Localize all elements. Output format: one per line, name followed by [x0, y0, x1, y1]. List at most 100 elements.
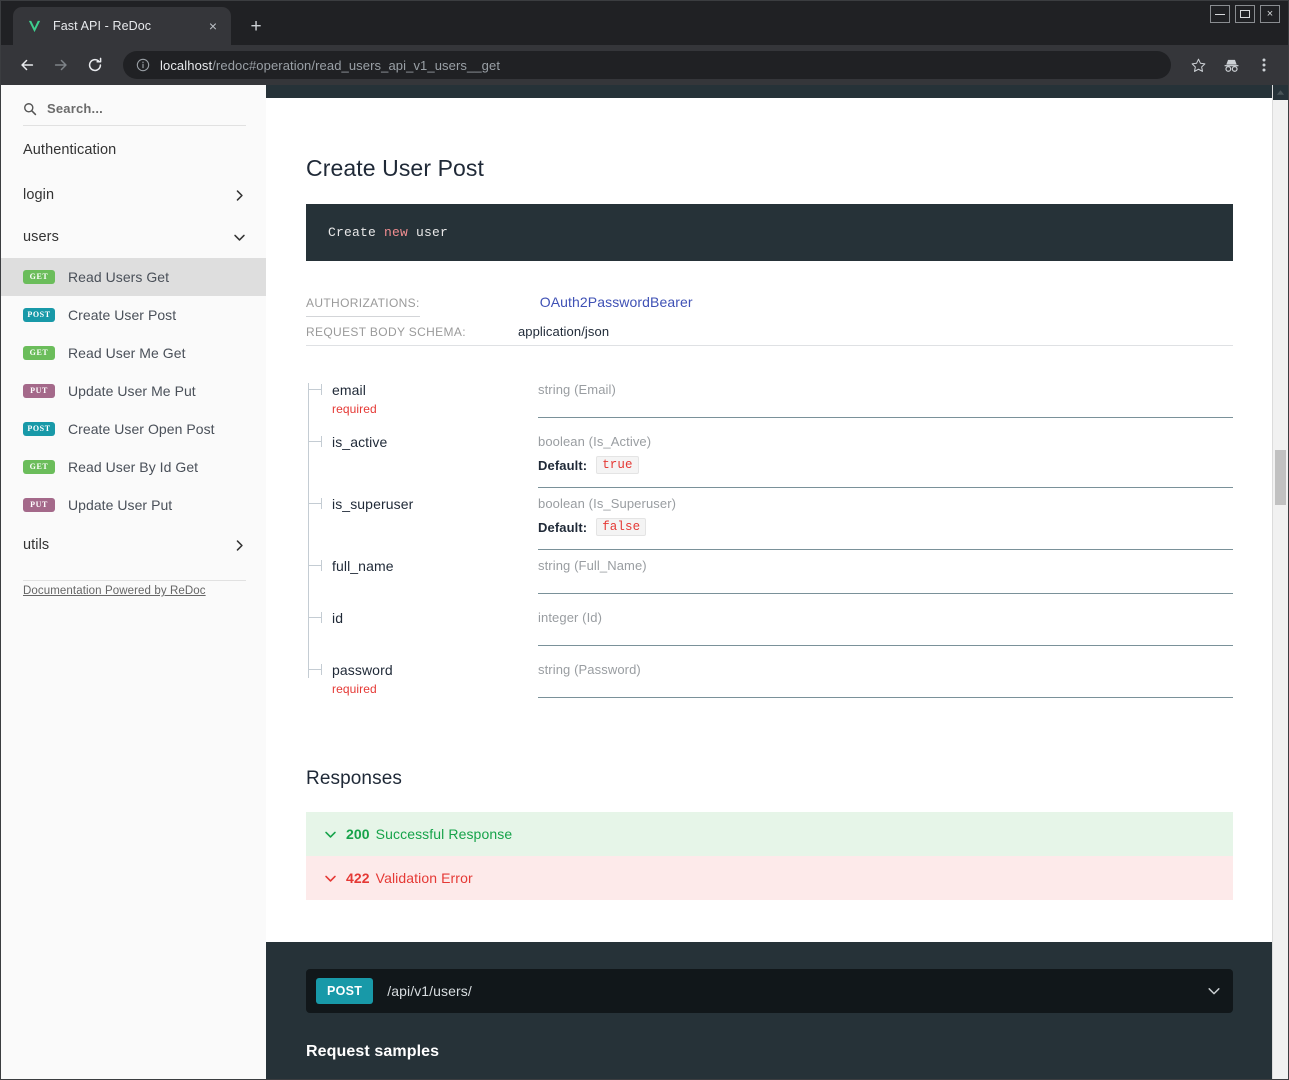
schema-property-row: full_name string (Full_Name) [308, 550, 1233, 602]
window-close-button[interactable]: × [1260, 5, 1280, 23]
method-badge: PUT [23, 497, 55, 513]
sidebar-operation-update-user-put[interactable]: PUT Update User Put [1, 486, 266, 524]
sidebar-operation-read-user-by-id-get[interactable]: GET Read User By Id Get [1, 448, 266, 486]
response-text: Validation Error [375, 870, 473, 886]
schema-property-type: string (Password) [538, 662, 641, 677]
sidebar-operation-create-user-open-post[interactable]: POST Create User Open Post [1, 410, 266, 448]
sidebar-operation-update-user-me-put[interactable]: PUT Update User Me Put [1, 372, 266, 410]
sidebar-group-label: utils [23, 537, 50, 553]
window-minimize-button[interactable] [1210, 5, 1230, 23]
search-placeholder: Search... [47, 101, 103, 116]
schema-property-type-cell: string (Email) [538, 374, 1233, 418]
sidebar-operation-label: Read User Me Get [68, 345, 186, 361]
sidebar-item-users[interactable]: users [1, 216, 266, 258]
address-bar[interactable]: localhost/redoc#operation/read_users_api… [123, 51, 1171, 79]
schema-property-name-cell: is_active [308, 426, 538, 452]
chevron-right-icon [233, 189, 246, 202]
page-viewport: Search... Authentication login users GET… [1, 85, 1288, 1079]
request-body-schema-value: application/json [517, 324, 610, 339]
search-icon [23, 102, 37, 116]
new-tab-button[interactable]: + [250, 15, 262, 37]
schema-property-name: email [332, 382, 366, 398]
authorizations-value[interactable]: OAuth2PasswordBearer [539, 294, 693, 310]
request-body-schema-label: REQUEST BODY SCHEMA: [306, 325, 466, 339]
operation-summary-code: Create new user [306, 204, 1233, 261]
tab-close-icon[interactable]: × [208, 18, 218, 34]
browser-toolbar: localhost/redoc#operation/read_users_api… [1, 45, 1288, 85]
endpoint-method-badge: POST [316, 978, 374, 1004]
window-controls: × [1210, 5, 1280, 23]
schema-tree-spine [308, 383, 309, 678]
request-body-schema-row: REQUEST BODY SCHEMA: application/json [306, 324, 1233, 346]
default-label: Default: [538, 519, 588, 535]
sidebar-divider [23, 580, 246, 581]
method-badge: GET [23, 459, 55, 475]
summary-suffix: user [408, 225, 449, 240]
schema-property-name-cell: password required [308, 654, 538, 696]
sidebar-operation-read-users-get[interactable]: GET Read Users Get [1, 258, 266, 296]
back-arrow-icon[interactable] [13, 51, 41, 79]
address-bar-url: localhost/redoc#operation/read_users_api… [160, 58, 500, 73]
schema-property-type-cell: boolean (Is_Superuser) Default: false [538, 488, 1233, 550]
request-samples-heading: Request samples [306, 1043, 440, 1060]
sidebar-operation-label: Read User By Id Get [68, 459, 199, 475]
schema-property-type: integer (Id) [538, 610, 603, 625]
sidebar-operation-read-user-me-get[interactable]: GET Read User Me Get [1, 334, 266, 372]
sidebar-item-utils[interactable]: utils [1, 524, 266, 566]
operation-document: Create User Post Create new user AUTHORI… [266, 155, 1288, 1079]
response-row-422[interactable]: 422 Validation Error [306, 856, 1233, 900]
chevron-down-icon [324, 828, 337, 841]
schema-property-default: Default: false [538, 518, 1233, 536]
endpoint-bar[interactable]: POST /api/v1/users/ [306, 969, 1233, 1013]
sidebar-operation-label: Update User Me Put [68, 383, 196, 399]
schema-property-name-cell: email required [308, 374, 538, 416]
sidebar-group-label: login [23, 187, 55, 203]
browser-tab[interactable]: Fast API - ReDoc × [13, 7, 231, 45]
sidebar-operation-create-user-post[interactable]: POST Create User Post [1, 296, 266, 334]
schema-property-row: email required string (Email) [308, 374, 1233, 426]
sidebar-operation-label: Update User Put [68, 497, 173, 513]
method-badge: POST [23, 307, 55, 323]
schema-property-name: id [332, 610, 344, 626]
reload-icon[interactable] [81, 51, 109, 79]
site-info-icon[interactable] [135, 58, 150, 73]
responses-heading: Responses [306, 768, 402, 789]
page-scrollbar[interactable] [1272, 85, 1288, 1079]
forward-arrow-icon[interactable] [47, 51, 75, 79]
method-badge: GET [23, 269, 55, 285]
three-dot-menu-icon[interactable] [1250, 51, 1278, 79]
main-content: Create User Post Create new user AUTHORI… [266, 85, 1288, 1079]
response-row-200[interactable]: 200 Successful Response [306, 812, 1233, 856]
scrollbar-thumb[interactable] [1275, 450, 1286, 505]
incognito-icon[interactable] [1217, 51, 1245, 79]
chevron-down-icon[interactable] [1207, 984, 1221, 998]
schema-property-name-cell: id [308, 602, 538, 628]
sidebar-group-label: Authentication [23, 142, 117, 158]
sidebar-operation-label: Create User Post [68, 307, 177, 323]
powered-by-redoc-link[interactable]: Documentation Powered by ReDoc [23, 585, 206, 597]
response-text: Successful Response [375, 826, 513, 842]
chevron-down-icon [233, 231, 246, 244]
sidebar-item-authentication[interactable]: Authentication [1, 126, 266, 174]
schema-property-type-cell: string (Password) [538, 654, 1233, 698]
star-icon[interactable] [1184, 51, 1212, 79]
window-maximize-button[interactable] [1235, 5, 1255, 23]
schema-property-row: is_superuser boolean (Is_Superuser) Defa… [308, 488, 1233, 550]
schema-property-name: full_name [332, 558, 394, 574]
schema-property-name: is_active [332, 434, 388, 450]
url-host: localhost [160, 57, 213, 73]
response-code: 200 [346, 826, 370, 842]
scrollbar-up-arrow[interactable] [1273, 85, 1288, 100]
fastapi-logo-icon [26, 18, 42, 34]
schema-property-row: password required string (Password) [308, 654, 1233, 706]
method-badge: PUT [23, 383, 55, 399]
default-value: false [596, 518, 647, 536]
sidebar-operation-label: Read Users Get [68, 269, 170, 285]
operation-meta: AUTHORIZATIONS: OAuth2PasswordBearer REQ… [306, 294, 1233, 346]
method-badge: POST [23, 421, 55, 437]
schema-property-name-cell: is_superuser [308, 488, 538, 514]
schema-property-type: string (Full_Name) [538, 558, 647, 573]
sidebar-item-login[interactable]: login [1, 174, 266, 216]
search-input[interactable]: Search... [23, 101, 246, 126]
